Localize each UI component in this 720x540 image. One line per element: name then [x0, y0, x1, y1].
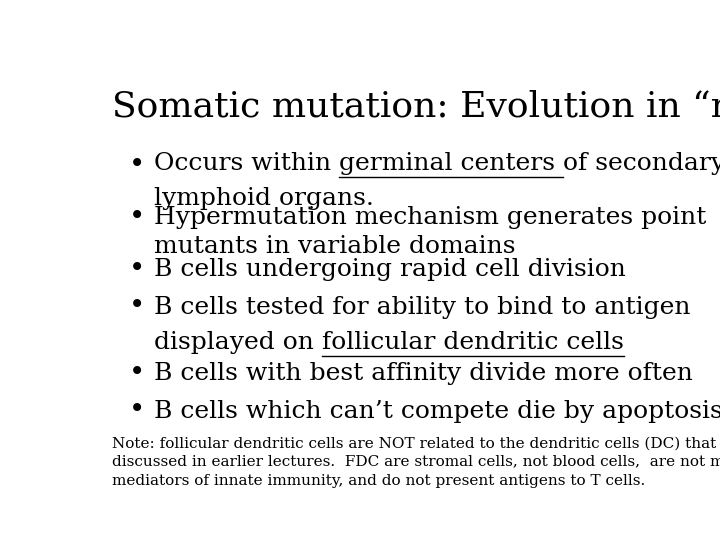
Text: •: •	[129, 152, 145, 179]
Text: germinal centers: germinal centers	[339, 152, 563, 175]
Text: •: •	[129, 294, 145, 321]
Text: B cells which can’t compete die by apoptosis: B cells which can’t compete die by apopt…	[154, 400, 720, 422]
Text: B cells undergoing rapid cell division: B cells undergoing rapid cell division	[154, 258, 626, 281]
Text: B cells with best affinity divide more often: B cells with best affinity divide more o…	[154, 362, 693, 385]
Text: •: •	[129, 256, 145, 283]
Text: follicular dendritic cells: follicular dendritic cells	[322, 331, 624, 354]
Text: •: •	[129, 204, 145, 231]
Text: •: •	[129, 360, 145, 387]
Text: Somatic mutation: Evolution in “real time”: Somatic mutation: Evolution in “real tim…	[112, 90, 720, 124]
Text: lymphoid organs.: lymphoid organs.	[154, 187, 374, 211]
Text: displayed on: displayed on	[154, 331, 322, 354]
Text: of secondary: of secondary	[563, 152, 720, 175]
Text: •: •	[129, 397, 145, 424]
Text: Occurs within: Occurs within	[154, 152, 339, 175]
Text: B cells tested for ability to bind to antigen: B cells tested for ability to bind to an…	[154, 295, 690, 319]
Text: Hypermutation mechanism generates point
mutants in variable domains: Hypermutation mechanism generates point …	[154, 206, 706, 258]
Text: Note: follicular dendritic cells are NOT related to the dendritic cells (DC) tha: Note: follicular dendritic cells are NOT…	[112, 437, 720, 488]
